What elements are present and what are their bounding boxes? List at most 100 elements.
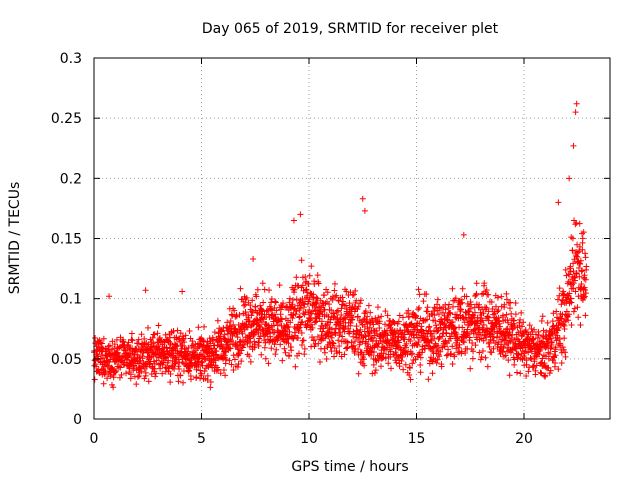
- data-point: [239, 344, 246, 351]
- data-point: [347, 320, 354, 327]
- data-point: [251, 338, 258, 345]
- data-point: [196, 352, 203, 359]
- data-point: [579, 246, 586, 253]
- data-point: [350, 291, 357, 298]
- data-point: [492, 340, 499, 347]
- data-point: [261, 333, 268, 340]
- data-point: [125, 353, 132, 360]
- data-point: [310, 336, 317, 343]
- data-point: [470, 348, 477, 355]
- data-point: [361, 362, 368, 369]
- data-point: [457, 306, 464, 313]
- data-point: [163, 354, 170, 361]
- data-point: [486, 343, 493, 350]
- data-point: [391, 329, 398, 336]
- data-point: [220, 324, 227, 331]
- data-point: [484, 313, 491, 320]
- data-point: [449, 361, 456, 368]
- data-point: [335, 337, 342, 344]
- data-point: [299, 282, 306, 289]
- data-point: [579, 235, 586, 242]
- data-point: [296, 314, 303, 321]
- data-point: [577, 322, 584, 329]
- data-point: [105, 362, 112, 369]
- data-point: [413, 313, 420, 320]
- data-point: [340, 298, 347, 305]
- data-point: [507, 338, 514, 345]
- data-point: [321, 345, 328, 352]
- data-point: [503, 296, 510, 303]
- data-point: [412, 356, 419, 363]
- data-point: [314, 272, 321, 279]
- data-point: [582, 254, 589, 261]
- data-point: [442, 324, 449, 331]
- data-point: [444, 317, 451, 324]
- data-point: [356, 300, 363, 307]
- data-point: [211, 342, 218, 349]
- data-point: [460, 231, 467, 238]
- data-point: [331, 287, 338, 294]
- data-point: [576, 248, 583, 255]
- data-point: [257, 302, 264, 309]
- data-point: [251, 344, 258, 351]
- data-point: [343, 338, 350, 345]
- data-point: [464, 330, 471, 337]
- data-point: [566, 175, 573, 182]
- data-point: [480, 321, 487, 328]
- data-point: [443, 329, 450, 336]
- data-point: [357, 297, 364, 304]
- data-point: [361, 207, 368, 214]
- data-point: [242, 301, 249, 308]
- data-point: [534, 335, 541, 342]
- data-point: [552, 360, 559, 367]
- data-point: [324, 289, 331, 296]
- data-point: [561, 318, 568, 325]
- data-point: [242, 296, 249, 303]
- data-point: [542, 372, 549, 379]
- data-point: [261, 286, 268, 293]
- data-point: [503, 326, 510, 333]
- data-point: [274, 321, 281, 328]
- data-point: [357, 326, 364, 333]
- data-point: [259, 280, 266, 287]
- data-point: [549, 318, 556, 325]
- data-point: [449, 285, 456, 292]
- data-point: [404, 351, 411, 358]
- data-point: [506, 372, 513, 379]
- data-point: [220, 366, 227, 373]
- data-point: [334, 308, 341, 315]
- data-point: [241, 326, 248, 333]
- data-point: [255, 322, 262, 329]
- data-point: [233, 313, 240, 320]
- data-point: [456, 341, 463, 348]
- y-tick-label: 0.05: [51, 352, 82, 368]
- data-point: [536, 351, 543, 358]
- data-point: [378, 313, 385, 320]
- data-point: [102, 369, 109, 376]
- data-point: [172, 360, 179, 367]
- y-tick-label: 0.15: [51, 232, 82, 248]
- data-point: [296, 313, 303, 320]
- data-point: [286, 352, 293, 359]
- data-point: [370, 321, 377, 328]
- data-point: [459, 324, 466, 331]
- data-point: [128, 330, 135, 337]
- data-point: [385, 360, 392, 367]
- data-point: [485, 317, 492, 324]
- data-point: [276, 282, 283, 289]
- data-point: [326, 301, 333, 308]
- data-point: [268, 296, 275, 303]
- data-point: [146, 361, 153, 368]
- data-point: [138, 368, 145, 375]
- data-point: [295, 350, 302, 357]
- data-point: [430, 349, 437, 356]
- data-point: [478, 291, 485, 298]
- data-point: [458, 296, 465, 303]
- data-point: [292, 363, 299, 370]
- data-point: [368, 348, 375, 355]
- data-point: [157, 365, 164, 372]
- data-point: [198, 372, 205, 379]
- data-point: [268, 345, 275, 352]
- chart-title: Day 065 of 2019, SRMTID for receiver ple…: [202, 21, 499, 37]
- data-point: [255, 329, 262, 336]
